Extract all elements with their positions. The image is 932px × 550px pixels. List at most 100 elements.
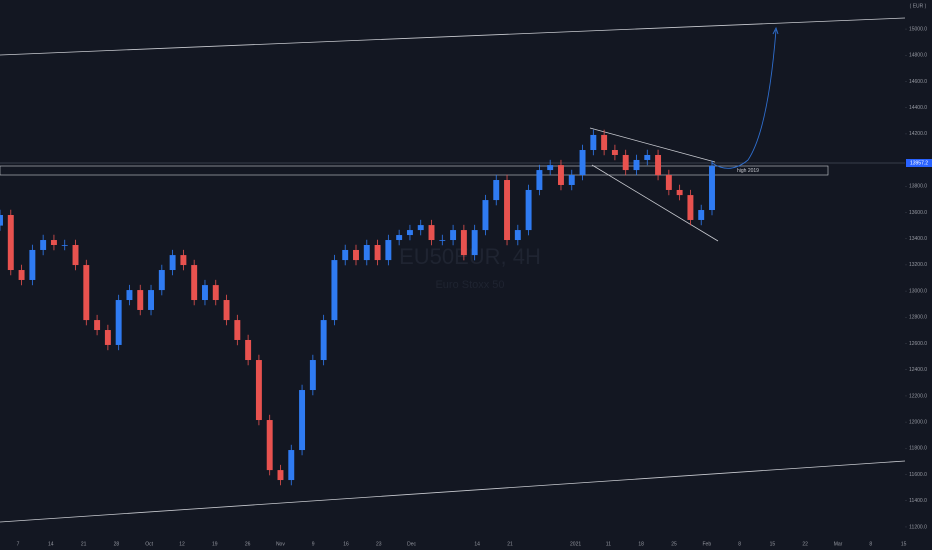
candle-body xyxy=(687,195,694,220)
x-tick-label: 7 xyxy=(17,541,20,547)
x-tick-label: 18 xyxy=(638,541,644,547)
candle-body xyxy=(428,225,435,241)
candle-body xyxy=(288,450,295,481)
candle-body xyxy=(50,240,57,245)
candle-body xyxy=(212,285,219,301)
candle-body xyxy=(18,270,25,280)
candle-body xyxy=(94,320,101,331)
candle-body xyxy=(525,189,532,231)
candle-body xyxy=(460,230,467,256)
candle-body xyxy=(61,244,68,246)
candle-body xyxy=(320,320,327,361)
candle-body xyxy=(104,330,111,345)
candle-body xyxy=(191,265,198,301)
y-tick-label: 12000.0 xyxy=(909,419,927,425)
candle-body xyxy=(471,230,478,256)
candle-body xyxy=(568,175,575,185)
candle-body xyxy=(342,249,349,261)
candle-body xyxy=(633,159,640,171)
y-tick-label: 15000.0 xyxy=(909,26,927,32)
candle-body xyxy=(514,230,521,241)
y-tick-label: 14400.0 xyxy=(909,105,927,111)
candle-body xyxy=(202,285,208,301)
x-tick-label: 15 xyxy=(770,541,776,547)
x-tick-label: 25 xyxy=(671,541,677,547)
y-tick-label: 13000.0 xyxy=(909,288,927,294)
y-tick-label: 14800.0 xyxy=(909,53,927,59)
candle-body xyxy=(417,225,424,231)
candle-body xyxy=(450,230,457,241)
x-tick-label: 8 xyxy=(738,541,741,547)
candle-body xyxy=(482,200,489,231)
candle-body xyxy=(547,165,554,171)
x-tick-label: 16 xyxy=(343,541,349,547)
y-tick-label: 12600.0 xyxy=(909,341,927,347)
x-tick-label: Nov xyxy=(276,541,285,547)
candle-body xyxy=(29,249,36,280)
x-tick-label: 12 xyxy=(179,541,185,547)
candle-body xyxy=(590,134,597,151)
x-tick-label: 14 xyxy=(48,541,54,547)
candle-body xyxy=(126,290,133,301)
candle-body xyxy=(579,150,586,176)
x-tick-label: 11 xyxy=(606,541,611,547)
y-tick-label: 13800.0 xyxy=(909,184,927,190)
candle-body xyxy=(309,360,316,391)
candle-body xyxy=(223,300,230,321)
channel-top xyxy=(0,17,906,56)
candle-body xyxy=(709,165,715,211)
y-tick-label: 14600.0 xyxy=(909,79,927,85)
x-tick-label: Mar xyxy=(834,541,843,547)
candle-body xyxy=(601,134,608,151)
candle-body xyxy=(644,154,651,160)
candle-body xyxy=(158,270,165,291)
candle-body xyxy=(169,255,176,271)
x-tick-label: 9 xyxy=(312,541,315,547)
candle-body xyxy=(7,214,14,271)
candle-body xyxy=(331,260,338,321)
arrow-head xyxy=(772,26,779,35)
x-tick-label: Feb xyxy=(702,541,711,547)
watermark-symbol: EU50EUR, 4H xyxy=(399,244,541,269)
candle-body xyxy=(299,390,306,451)
y-tick-label: 11400.0 xyxy=(909,498,927,504)
candle-body xyxy=(665,175,672,190)
candle-body xyxy=(536,170,543,190)
level-label: high 2019 xyxy=(737,168,759,174)
candle-body xyxy=(558,165,564,185)
x-tick-label: 22 xyxy=(802,541,808,547)
price-tag xyxy=(906,159,932,167)
candle-body xyxy=(40,240,47,250)
x-tick-label: 23 xyxy=(376,541,382,547)
candle-body xyxy=(72,244,79,266)
candle-body xyxy=(83,265,90,321)
wedge-bottom xyxy=(591,164,719,242)
y-tick-label: 11800.0 xyxy=(909,446,927,452)
candle-body xyxy=(137,290,144,310)
x-tick-label: 28 xyxy=(114,541,120,547)
price-tag-label: 13957.2 xyxy=(910,160,928,166)
candle-body xyxy=(266,420,273,471)
x-tick-label: 14 xyxy=(474,541,480,547)
y-tick-label: 13600.0 xyxy=(909,210,927,216)
candle-body xyxy=(374,244,381,261)
y-tick-label: 12200.0 xyxy=(909,393,927,399)
x-tick-label: 2021 xyxy=(570,541,581,547)
x-tick-label: 26 xyxy=(245,541,251,547)
channel-bottom xyxy=(0,460,906,523)
candle-body xyxy=(363,244,370,261)
x-tick-label: Dec xyxy=(407,541,416,547)
candle-body xyxy=(504,180,510,241)
candle-body xyxy=(245,339,252,361)
candle-body xyxy=(396,235,403,241)
candle-body xyxy=(676,189,683,196)
x-tick-label: 21 xyxy=(81,541,87,547)
y-tick-label: 11600.0 xyxy=(909,472,927,478)
candle-body xyxy=(353,249,359,261)
watermark-name: Euro Stoxx 50 xyxy=(435,279,504,291)
y-tick-label: 14200.0 xyxy=(909,131,927,137)
x-tick-label: 19 xyxy=(212,541,218,547)
candle-body xyxy=(493,180,500,201)
